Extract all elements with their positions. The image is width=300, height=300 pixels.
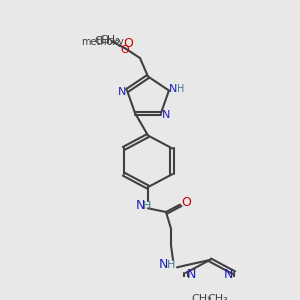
- Text: N: N: [169, 84, 177, 94]
- Text: O: O: [123, 37, 133, 50]
- Text: O: O: [181, 196, 191, 209]
- Text: H: H: [167, 260, 175, 269]
- Text: N: N: [162, 110, 170, 120]
- Text: N: N: [135, 199, 145, 212]
- Text: CH₃: CH₃: [192, 294, 213, 300]
- Text: CH₃: CH₃: [100, 34, 120, 45]
- Text: CH₃: CH₃: [94, 37, 114, 46]
- Text: CH₃: CH₃: [207, 294, 228, 300]
- Text: N: N: [187, 268, 196, 281]
- Text: N: N: [118, 87, 126, 98]
- Text: N: N: [224, 268, 233, 281]
- Text: H: H: [177, 84, 184, 94]
- Text: methoxy: methoxy: [81, 38, 123, 47]
- Text: O: O: [121, 45, 129, 55]
- Text: H: H: [143, 200, 151, 211]
- Text: N: N: [158, 258, 168, 271]
